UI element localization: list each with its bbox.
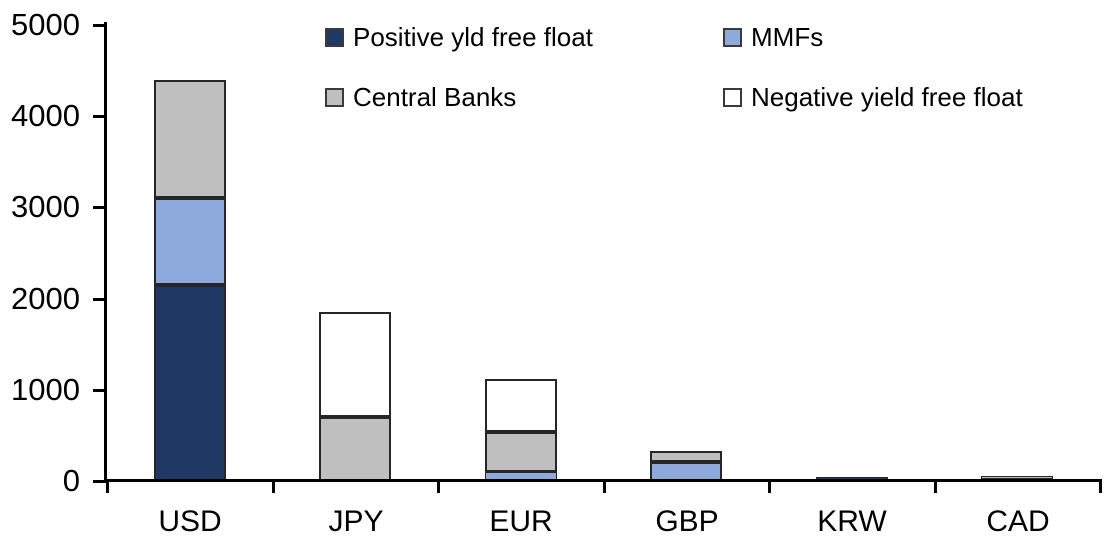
bar-segment-central-banks [319,417,391,481]
legend-item: Central Banks [325,84,516,110]
bar-segment-central-banks [981,476,1053,479]
x-tick-mark [437,479,440,493]
legend-label: Central Banks [353,82,517,112]
legend-swatch-icon [723,27,742,47]
x-tick-mark [768,479,771,493]
y-tick-mark [93,389,106,392]
bar-segment-negative-yield-free-float [319,312,391,418]
legend-swatch-icon [325,27,344,47]
bar-segment-mmfs [154,198,226,285]
x-tick-mark [106,479,109,493]
bar-segment-central-banks [154,79,226,199]
y-tick-mark [93,480,106,483]
x-category-label: USD [158,505,222,538]
bar-segment-positive-yld-free-float [154,284,226,481]
legend-swatch-icon [325,87,344,107]
y-tick-label: 3000 [11,189,80,224]
legend-label: Negative yield free float [751,82,1023,112]
x-tick-mark [603,479,606,493]
x-category-label: JPY [328,505,384,538]
legend-item: Positive yld free float [325,24,593,50]
y-tick-mark [93,298,106,301]
legend-label: Positive yld free float [353,22,593,52]
y-tick-mark [93,115,106,118]
y-tick-mark [93,24,106,27]
x-tick-mark [1099,479,1102,493]
legend-item: Negative yield free float [723,84,1023,110]
legend-swatch-icon [723,87,742,107]
y-tick-mark [93,206,106,209]
y-tick-label: 0 [62,463,80,498]
y-tick-label: 2000 [11,281,80,316]
y-axis-line [104,22,107,483]
bar-segment-central-banks [650,450,722,462]
x-category-label: EUR [489,505,553,538]
x-tick-mark [934,479,937,493]
x-tick-mark [272,479,275,493]
y-tick-label: 5000 [11,7,80,42]
legend-label: MMFs [751,22,824,52]
bar-segment-negative-yield-free-float [485,378,557,433]
x-category-label: CAD [986,505,1050,538]
x-category-label: GBP [655,505,719,538]
bar-segment-central-banks [485,432,557,472]
legend-item: MMFs [723,24,823,50]
x-category-label: KRW [817,505,887,538]
y-tick-label: 4000 [11,98,80,133]
y-tick-label: 1000 [11,372,80,407]
